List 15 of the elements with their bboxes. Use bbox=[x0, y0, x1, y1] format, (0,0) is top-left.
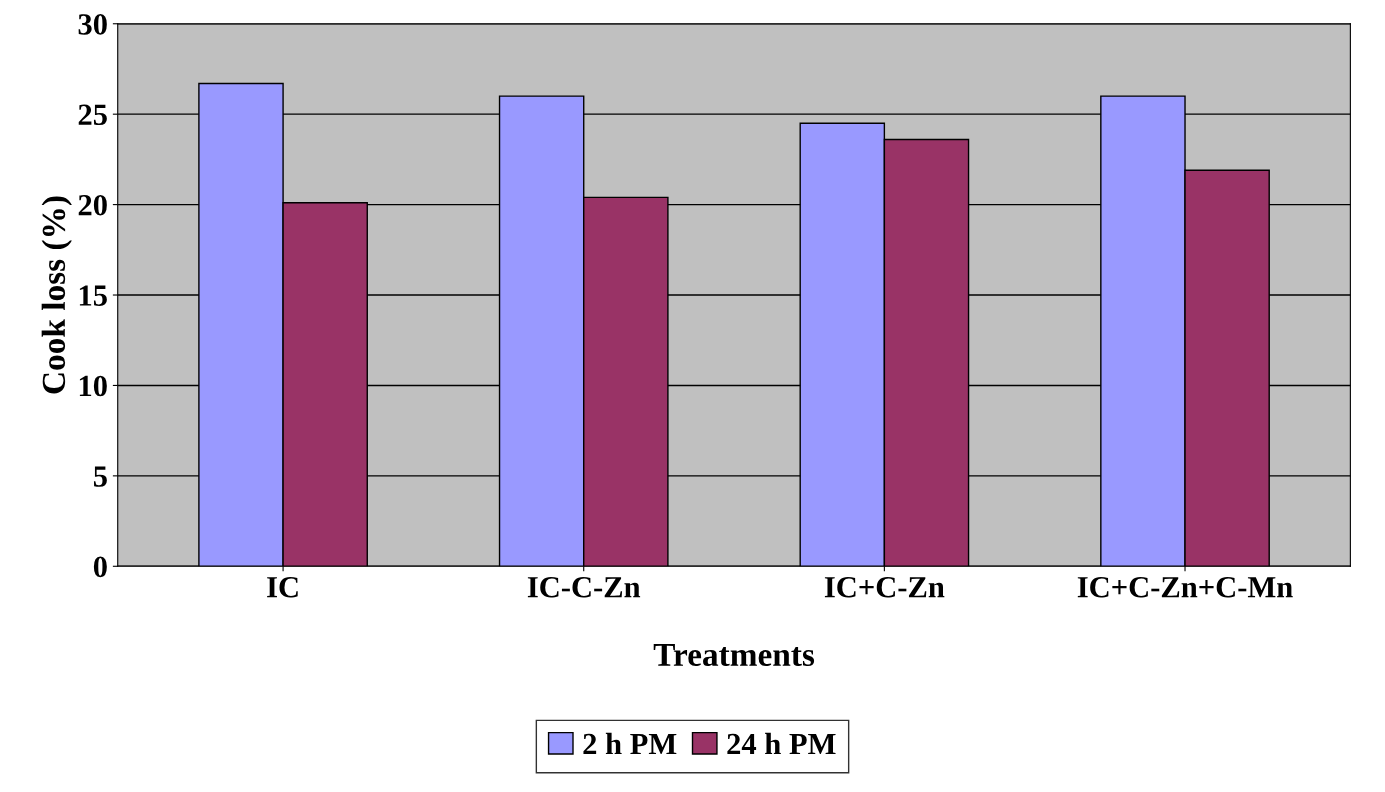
legend-label: 24 h PM bbox=[727, 732, 836, 755]
y-tick-label: 20 bbox=[78, 194, 107, 216]
y-tick-label: 0 bbox=[93, 556, 107, 578]
x-axis-title: Treatments bbox=[653, 643, 815, 667]
y-tick-label: 10 bbox=[79, 375, 107, 397]
x-tick-label: IC-C-Zn bbox=[527, 576, 641, 598]
y-tick-label: 5 bbox=[93, 466, 107, 487]
x-tick-label: IC+C-Zn+C-Mn bbox=[1077, 576, 1293, 598]
y-tick-label: 25 bbox=[78, 104, 107, 126]
y-axis-title: Cook loss (%) bbox=[41, 196, 72, 394]
x-tick-label: IC+C-Zn bbox=[824, 576, 945, 598]
legend-label: 2 h PM bbox=[583, 732, 677, 755]
x-tick-label: IC bbox=[267, 576, 298, 598]
y-tick-label: 15 bbox=[79, 285, 107, 306]
y-tick-label: 30 bbox=[78, 14, 107, 35]
